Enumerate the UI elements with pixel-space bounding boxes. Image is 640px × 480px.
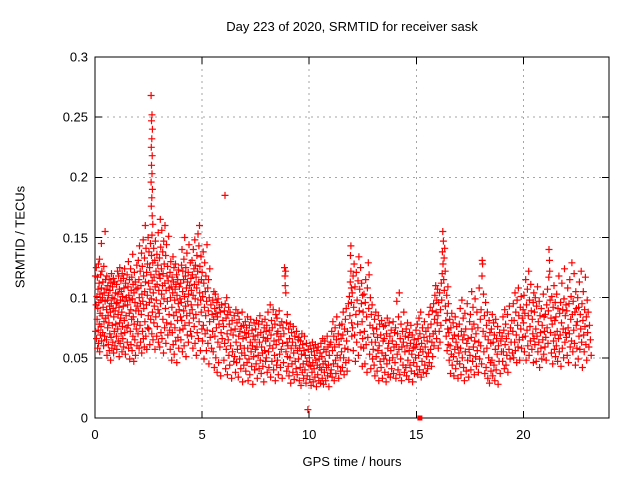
scatter-point-square bbox=[417, 415, 423, 421]
y-tick-label: 0.05 bbox=[62, 350, 88, 366]
y-tick-label: 0.2 bbox=[69, 169, 88, 185]
chart-title: Day 223 of 2020, SRMTID for receiver sas… bbox=[226, 19, 478, 34]
x-tick-label: 15 bbox=[409, 427, 424, 442]
y-tick-label: 0.15 bbox=[62, 230, 88, 245]
x-tick-label: 0 bbox=[91, 427, 99, 442]
y-tick-label: 0.3 bbox=[69, 49, 88, 65]
x-tick-label: 5 bbox=[198, 427, 206, 442]
y-tick-label: 0.1 bbox=[69, 290, 88, 306]
y-tick-label: 0 bbox=[80, 410, 88, 426]
x-axis-label: GPS time / hours bbox=[302, 454, 402, 469]
x-tick-label: 20 bbox=[516, 427, 531, 442]
y-axis-label: SRMTID / TECUs bbox=[12, 185, 28, 289]
y-tick-label: 0.25 bbox=[62, 109, 88, 125]
scatter-points-plus bbox=[91, 92, 595, 414]
axis-ticks bbox=[94, 56, 609, 419]
x-tick-label: 10 bbox=[301, 427, 317, 442]
plot-border bbox=[94, 56, 610, 419]
